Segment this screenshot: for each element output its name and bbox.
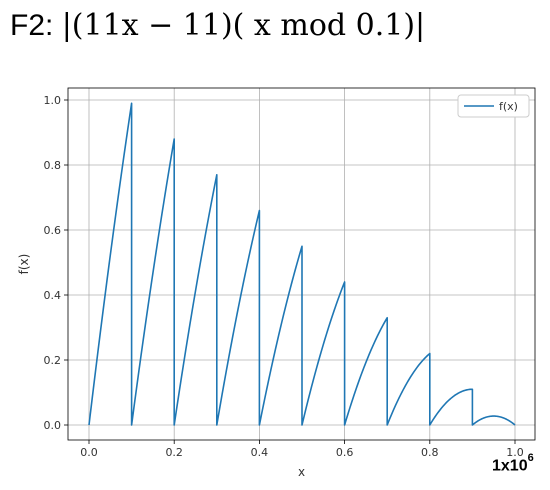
y-axis-label: f(x): [17, 254, 31, 275]
figure-title-prefix: F2:: [10, 9, 62, 42]
x-axis-scale-exponent: 6: [527, 452, 534, 464]
x-axis-scale-note: 1x106: [492, 452, 534, 475]
y-tick-label: 0.6: [44, 224, 62, 237]
x-axis-label: x: [298, 465, 305, 479]
x-tick-label: 0.6: [336, 446, 354, 459]
axis-ticks: 0.0 0.2 0.4 0.6 0.8 1.0 0.0 0.2 0.4 0.6 0.8 1.0: [44, 94, 524, 459]
x-tick-label: 1.0: [506, 446, 524, 459]
y-tick-label: 1.0: [44, 94, 62, 107]
figure-title: F2: |(11x − 11)( x mod 0.1)|: [10, 8, 425, 43]
x-tick-label: 0.4: [251, 446, 269, 459]
plot-frame: [67, 87, 536, 441]
figure-title-expression: |(11x − 11)( x mod 0.1)|: [61, 8, 426, 43]
x-axis-scale-base: 1x10: [492, 457, 528, 475]
series-layer: [88, 102, 516, 426]
x-tick-label: 0.2: [165, 446, 183, 459]
y-tick-label: 0.8: [44, 159, 62, 172]
legend-label: f(x): [499, 100, 518, 113]
y-tick-label: 0.4: [44, 289, 62, 302]
x-tick-label: 0.0: [80, 446, 98, 459]
x-tick-label: 0.8: [421, 446, 439, 459]
y-tick-label: 0.2: [44, 354, 62, 367]
y-tick-label: 0.0: [44, 419, 62, 432]
series-line: [88, 102, 516, 426]
legend: f(x): [457, 94, 530, 118]
